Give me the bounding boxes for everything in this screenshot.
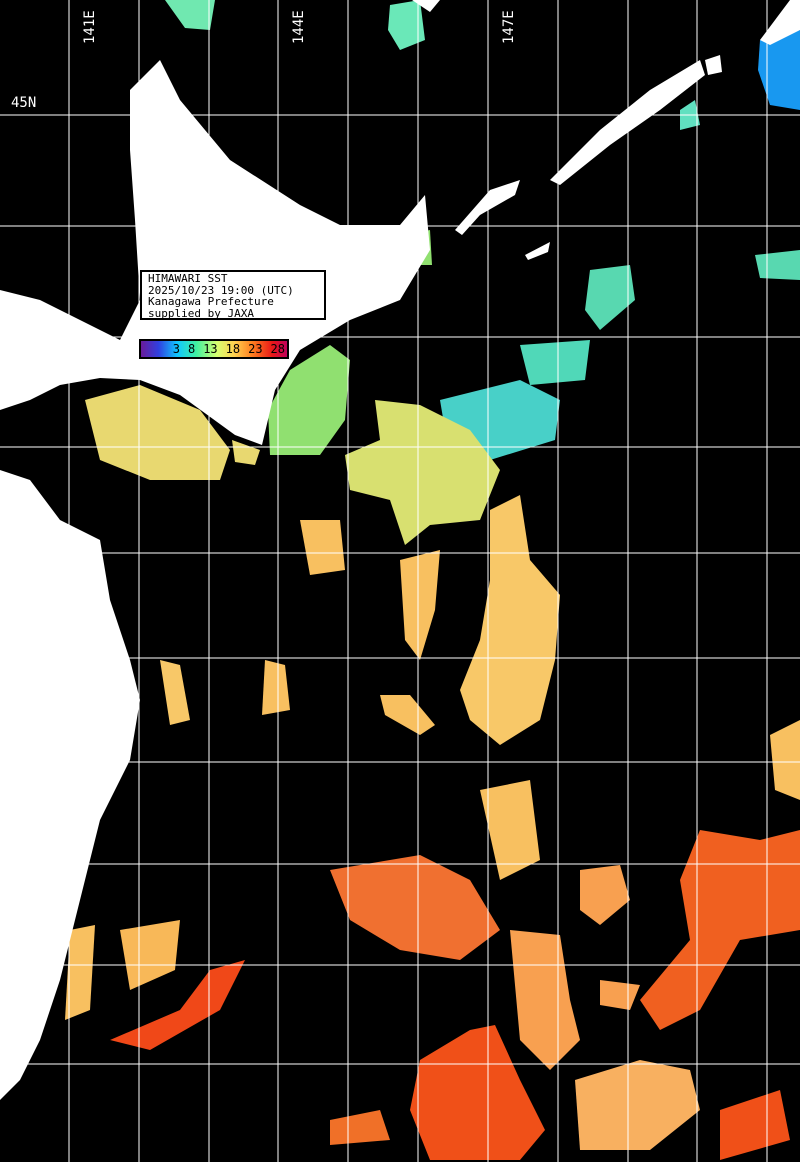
info-datetime: 2025/10/23 19:00 (UTC)	[148, 283, 294, 297]
sst-patch	[600, 980, 640, 1010]
color-scale-tick: 23	[248, 342, 263, 356]
info-region: Kanagawa Prefecture	[148, 295, 274, 308]
sst-patch	[110, 960, 245, 1050]
color-scale-tick: 18	[225, 342, 241, 356]
sst-patch	[85, 385, 230, 480]
sst-patch	[410, 1025, 545, 1160]
island-land	[525, 242, 550, 260]
northeast-land	[760, 0, 800, 45]
sst-patch	[65, 925, 95, 1020]
sst-patch	[755, 250, 800, 280]
info-box: HIMAWARI SST 2025/10/23 19:00 (UTC) Kana…	[140, 270, 326, 320]
color-scale-tick: 28	[270, 342, 285, 356]
sst-patch	[380, 695, 435, 735]
color-scale-tick: 3	[172, 342, 180, 356]
info-title: HIMAWARI SST	[148, 272, 228, 285]
color-scale-tick: 13	[203, 342, 218, 356]
sst-patch	[262, 660, 290, 715]
sst-patch	[480, 780, 540, 880]
island-land	[705, 55, 722, 75]
lon-label-147e: 147E	[501, 10, 517, 44]
info-credit: supplied by JAXA	[148, 306, 254, 320]
lon-label-144e: 144E	[291, 10, 307, 44]
sst-patch	[160, 660, 190, 725]
sst-patch	[165, 0, 215, 30]
sst-patch	[330, 855, 500, 960]
sst-patch	[640, 830, 800, 1030]
sst-patch	[345, 400, 500, 545]
sst-patch	[460, 495, 560, 745]
sst-patch	[510, 930, 580, 1070]
lon-label-141e: 141E	[82, 10, 98, 44]
sst-patch	[268, 345, 350, 455]
sst-patch	[400, 550, 440, 660]
sst-patch	[120, 920, 180, 990]
sst-patch	[585, 265, 635, 330]
sakhalin-land	[412, 0, 440, 12]
sst-patch	[388, 0, 425, 50]
lat-label-45n: 45N	[11, 95, 37, 111]
hokkaido-land	[0, 60, 430, 445]
color-scale-tick: 8	[187, 342, 196, 356]
color-scale-bar: 3 8 13 18 23 28	[139, 339, 289, 359]
sst-patch	[300, 520, 345, 575]
sst-patch	[580, 865, 630, 925]
sst-patch	[770, 720, 800, 800]
honshu-land	[0, 470, 140, 1100]
sst-patch	[758, 30, 800, 110]
sst-patch	[330, 1110, 390, 1145]
sst-patch	[720, 1090, 790, 1160]
sst-patch	[520, 340, 590, 385]
sst-patch	[232, 440, 260, 465]
sst-patch	[575, 1060, 700, 1150]
